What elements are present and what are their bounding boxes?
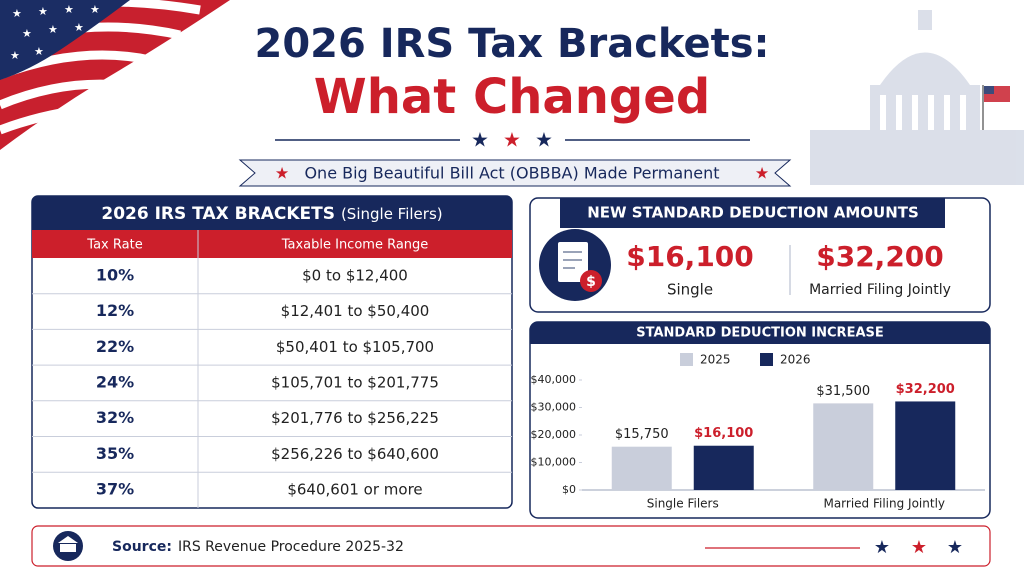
legend-label: 2026 <box>780 353 811 367</box>
value-label: $32,200 <box>896 382 955 397</box>
svg-text:★: ★ <box>22 27 32 40</box>
source: Source: IRS Revenue Procedure 2025-32 <box>112 539 404 555</box>
column-header: Taxable Income Range <box>281 238 429 253</box>
bar <box>611 446 672 490</box>
subtitle: One Big Beautiful Bill Act (OBBBA) Made … <box>304 164 719 183</box>
tax-rate: 10% <box>96 265 134 284</box>
table-title: 2026 IRS TAX BRACKETS (Single Filers) <box>101 204 442 224</box>
svg-text:★: ★ <box>503 128 521 152</box>
y-tick-label: $0 <box>562 483 576 496</box>
subtitle-banner: ★ ★ <box>238 159 792 187</box>
source-text: IRS Revenue Procedure 2025-32 <box>178 539 404 555</box>
svg-text:★: ★ <box>34 45 44 58</box>
income-range: $640,601 or more <box>287 481 422 499</box>
value-label: $16,100 <box>694 426 753 441</box>
legend-label: 2025 <box>700 353 731 367</box>
deduction-amount: $16,100 <box>626 240 754 273</box>
tax-rate: 24% <box>96 372 134 391</box>
deduction-label: Single <box>667 281 713 299</box>
legend-swatch <box>680 353 693 366</box>
income-range: $105,701 to $201,775 <box>271 373 439 391</box>
svg-text:★: ★ <box>48 23 58 36</box>
y-tick-label: $30,000 <box>531 401 577 414</box>
capitol-decoration <box>810 10 1024 185</box>
svg-text:★: ★ <box>38 5 48 18</box>
deduction-label: Married Filing Jointly <box>809 282 951 298</box>
table-title-note: (Single Filers) <box>341 205 443 223</box>
income-range: $256,226 to $640,600 <box>271 445 439 463</box>
svg-text:★: ★ <box>12 7 22 20</box>
legend-swatch <box>760 353 773 366</box>
tax-rate: 12% <box>96 301 134 320</box>
y-tick-label: $10,000 <box>531 456 577 469</box>
brackets-table <box>31 195 513 509</box>
income-range: $50,401 to $105,700 <box>276 338 434 356</box>
svg-text:★: ★ <box>471 128 489 152</box>
bar <box>693 445 754 490</box>
income-range: $12,401 to $50,400 <box>281 302 430 320</box>
chart-title: STANDARD DEDUCTION INCREASE <box>636 326 884 341</box>
title-divider: ★ ★ ★ <box>275 128 750 152</box>
title-line1: 2026 IRS Tax Brackets: <box>254 21 769 67</box>
x-tick-label: Married Filing Jointly <box>823 497 945 511</box>
column-header: Tax Rate <box>86 238 142 253</box>
tax-rate: 37% <box>96 480 134 499</box>
svg-text:★: ★ <box>10 49 20 62</box>
svg-text:★: ★ <box>275 164 289 183</box>
value-label: $31,500 <box>816 384 870 399</box>
bar <box>895 401 956 490</box>
deduction-card: $ <box>529 197 991 313</box>
bar <box>813 403 874 490</box>
source-label: Source: <box>112 539 172 555</box>
svg-text:★: ★ <box>64 3 74 16</box>
y-tick-label: $40,000 <box>531 373 577 386</box>
svg-text:★: ★ <box>947 537 963 558</box>
deduction-amount: $32,200 <box>816 240 944 273</box>
value-label: $15,750 <box>615 427 669 442</box>
y-tick-label: $20,000 <box>531 428 577 441</box>
tax-rate: 32% <box>96 408 134 427</box>
x-tick-label: Single Filers <box>647 497 719 511</box>
table-title-main: 2026 IRS TAX BRACKETS <box>101 204 335 224</box>
tax-rate: 35% <box>96 444 134 463</box>
footer: ★ ★ ★ <box>31 525 991 567</box>
income-range: $201,776 to $256,225 <box>271 409 439 427</box>
svg-text:★: ★ <box>535 128 553 152</box>
svg-text:★: ★ <box>874 537 890 558</box>
svg-text:★: ★ <box>911 537 927 558</box>
svg-text:★: ★ <box>74 21 84 34</box>
title-line2: What Changed <box>314 69 710 125</box>
svg-text:★: ★ <box>755 164 769 183</box>
tax-rate: 22% <box>96 337 134 356</box>
svg-text:★: ★ <box>90 3 100 16</box>
income-range: $0 to $12,400 <box>302 266 408 284</box>
deduction-title: NEW STANDARD DEDUCTION AMOUNTS <box>587 204 919 222</box>
flag-decoration: ★ ★ ★ ★★ ★ ★★ ★ <box>0 0 230 150</box>
svg-text:$: $ <box>586 274 596 290</box>
